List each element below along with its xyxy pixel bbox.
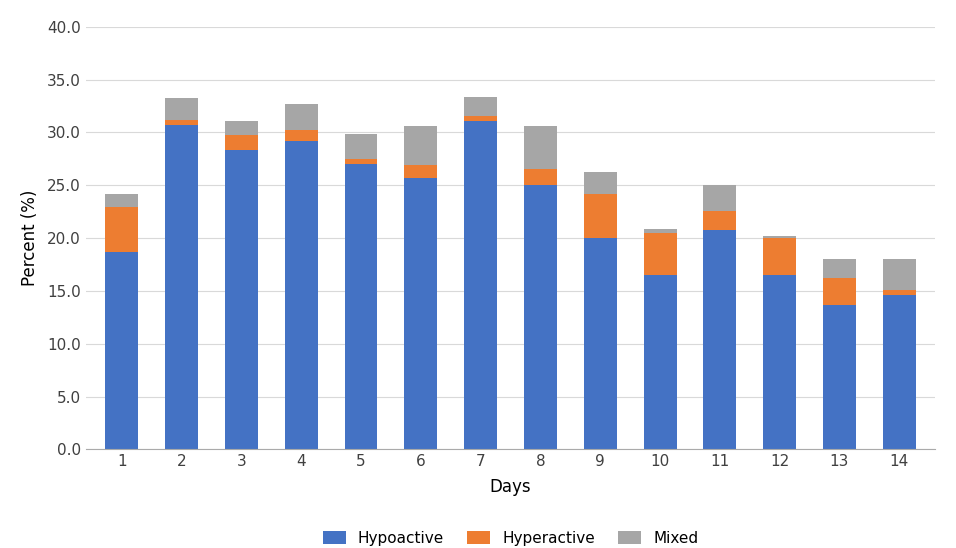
Bar xyxy=(225,121,258,135)
Bar xyxy=(823,305,856,449)
Y-axis label: Percent (%): Percent (%) xyxy=(21,190,39,286)
Bar xyxy=(882,290,916,295)
Bar xyxy=(823,278,856,305)
Bar xyxy=(584,194,617,238)
Bar xyxy=(465,96,497,116)
Bar xyxy=(344,134,378,159)
Bar xyxy=(105,194,139,208)
Bar xyxy=(105,252,139,449)
Legend: Hypoactive, Hyperactive, Mixed: Hypoactive, Hyperactive, Mixed xyxy=(316,524,705,548)
Bar xyxy=(763,236,796,238)
Bar xyxy=(465,116,497,121)
Bar xyxy=(584,238,617,449)
Bar xyxy=(882,295,916,449)
Bar xyxy=(704,210,736,230)
Bar xyxy=(285,104,317,130)
Bar xyxy=(344,164,378,449)
Bar xyxy=(763,238,796,275)
Bar xyxy=(165,98,198,120)
Bar xyxy=(225,150,258,449)
Bar xyxy=(344,159,378,164)
X-axis label: Days: Days xyxy=(489,477,532,495)
Bar xyxy=(704,185,736,210)
Bar xyxy=(285,130,317,141)
Bar xyxy=(704,230,736,449)
Bar xyxy=(404,165,437,178)
Bar xyxy=(882,259,916,290)
Bar xyxy=(165,125,198,449)
Bar xyxy=(404,126,437,165)
Bar xyxy=(643,229,677,233)
Bar xyxy=(105,208,139,252)
Bar xyxy=(524,169,557,185)
Bar xyxy=(763,275,796,449)
Bar xyxy=(643,275,677,449)
Bar xyxy=(823,259,856,278)
Bar xyxy=(285,141,317,449)
Bar xyxy=(165,120,198,125)
Bar xyxy=(524,185,557,449)
Bar xyxy=(225,135,258,150)
Bar xyxy=(584,172,617,194)
Bar xyxy=(465,121,497,449)
Bar xyxy=(404,178,437,449)
Bar xyxy=(643,233,677,275)
Bar xyxy=(524,126,557,169)
